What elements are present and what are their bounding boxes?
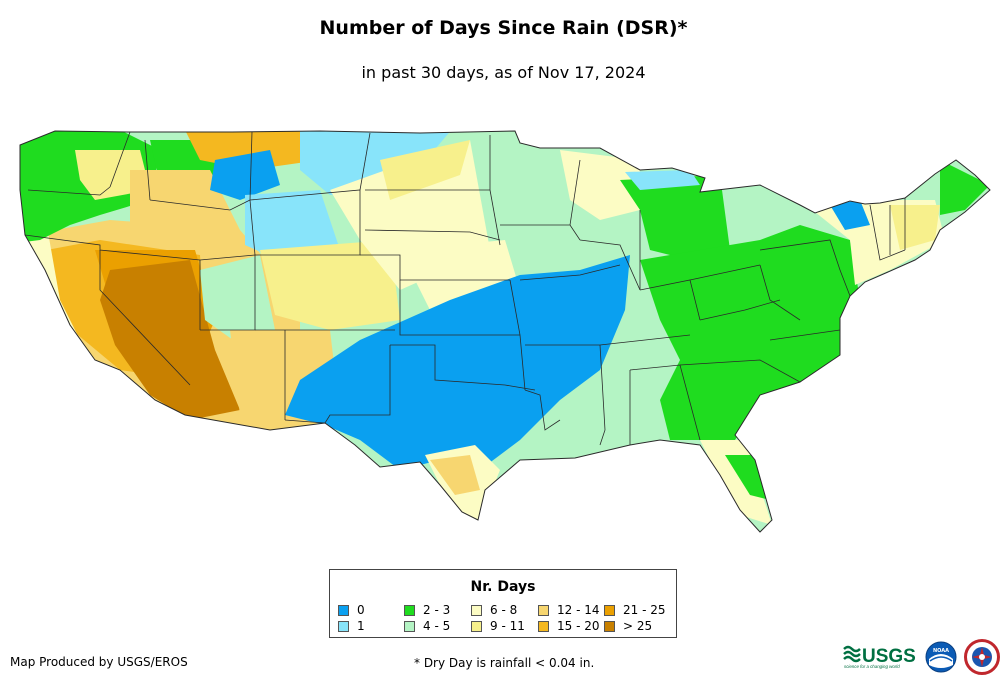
zone-michigan-2-3 (620, 175, 730, 260)
legend-swatch-over-25 (604, 621, 615, 632)
legend: Nr. Days 0 1 2 - 3 4 - 5 6 - 8 9 - 11 12… (329, 569, 677, 638)
zone-lake-1 (625, 170, 700, 190)
zone-ny-0 (830, 200, 870, 230)
zone-texas-12-14 (430, 455, 480, 495)
nws-logo (964, 639, 1000, 675)
legend-label-12-14: 12 - 14 (557, 603, 600, 617)
legend-swatch-21-25 (604, 605, 615, 616)
legend-label-4-5: 4 - 5 (423, 619, 451, 633)
legend-item-15-20: 15 - 20 (538, 619, 600, 633)
legend-item-6-8: 6 - 8 (471, 603, 517, 617)
zone-new-england-9-11 (890, 205, 940, 250)
legend-item-2-3: 2 - 3 (404, 603, 450, 617)
zone-florida-6-8 (700, 440, 772, 525)
zone-central-0 (285, 255, 630, 470)
dry-day-footnote: * Dry Day is rainfall < 0.04 in. (414, 656, 595, 670)
legend-item-4-5: 4 - 5 (404, 619, 450, 633)
legend-label-9-11: 9 - 11 (490, 619, 525, 633)
zone-colorado-9-11 (260, 240, 400, 330)
zone-maine-2-3 (940, 160, 990, 215)
legend-swatch-1 (338, 621, 349, 632)
zone-wisconsin-6-8 (560, 150, 640, 220)
map-title: Number of Days Since Rain (DSR)* (319, 17, 688, 39)
legend-label-over-25: > 25 (623, 619, 653, 633)
legend-item-1: 1 (338, 619, 365, 633)
legend-item-12-14: 12 - 14 (538, 603, 600, 617)
zone-plains-1 (300, 131, 460, 195)
legend-label-0: 0 (357, 603, 365, 617)
usgs-logo: USGS science for a changing world (843, 645, 916, 669)
noaa-logo: NOAA (925, 641, 957, 673)
legend-swatch-4-5 (404, 621, 415, 632)
zone-southwest-over-25 (100, 260, 240, 420)
zone-montana-0 (210, 150, 280, 200)
zone-utah-4-5 (200, 255, 275, 345)
legend-item-0: 0 (338, 603, 365, 617)
legend-swatch-9-11 (471, 621, 482, 632)
legend-swatch-0 (338, 605, 349, 616)
legend-swatch-2-3 (404, 605, 415, 616)
legend-item-21-25: 21 - 25 (604, 603, 666, 617)
zone-plains-9-11 (380, 140, 470, 200)
legend-label-21-25: 21 - 25 (623, 603, 666, 617)
legend-label-2-3: 2 - 3 (423, 603, 451, 617)
zone-east-2-3 (640, 225, 860, 440)
usgs-tagline: science for a changing world (844, 664, 900, 669)
legend-swatch-12-14 (538, 605, 549, 616)
legend-label-6-8: 6 - 8 (490, 603, 518, 617)
legend-label-15-20: 15 - 20 (557, 619, 600, 633)
map-subtitle: in past 30 days, as of Nov 17, 2024 (361, 63, 646, 82)
zone-montana-15-20 (180, 131, 330, 170)
state-borders (19, 130, 991, 533)
us-dsr-map (19, 130, 991, 533)
legend-swatch-15-20 (538, 621, 549, 632)
legend-item-over-25: > 25 (604, 619, 652, 633)
legend-label-1: 1 (357, 619, 365, 633)
map-credit: Map Produced by USGS/EROS (10, 655, 188, 669)
noaa-logo-text: NOAA (933, 648, 949, 654)
legend-title: Nr. Days (470, 579, 536, 595)
legend-swatch-6-8 (471, 605, 482, 616)
legend-item-9-11: 9 - 11 (471, 619, 525, 633)
usgs-logo-text: USGS (862, 646, 916, 667)
